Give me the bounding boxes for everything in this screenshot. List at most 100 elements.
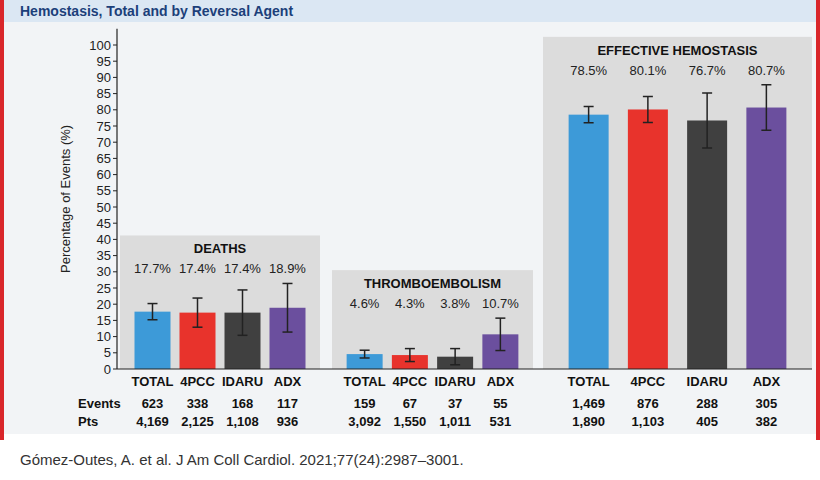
error-bar — [584, 107, 594, 123]
error-line — [500, 318, 502, 350]
category-label: TOTAL — [344, 374, 386, 389]
patients-value: 2,125 — [181, 414, 214, 429]
y-tick — [113, 271, 117, 272]
group-title: EFFECTIVE HEMOSTASIS — [597, 43, 757, 58]
y-tick — [113, 352, 117, 353]
y-tick — [113, 255, 117, 256]
data-label: 80.1% — [629, 63, 666, 78]
patients-value: 4,169 — [136, 414, 169, 429]
patients-value: 1,103 — [632, 414, 665, 429]
y-tick — [113, 93, 117, 94]
events-value: 67 — [403, 396, 417, 411]
patients-value: 1,890 — [572, 414, 605, 429]
events-value: 305 — [756, 396, 778, 411]
group-box — [120, 235, 320, 369]
error-cap — [360, 357, 370, 359]
y-axis — [116, 29, 117, 369]
bar — [135, 312, 171, 369]
data-label: 10.7% — [482, 296, 519, 311]
data-label: 78.5% — [570, 63, 607, 78]
category-label: TOTAL — [131, 374, 173, 389]
chart: Hemostasis, Total and by Reversal AgentD… — [0, 0, 820, 480]
data-label: 17.4% — [224, 261, 261, 276]
error-line — [152, 304, 154, 320]
y-tick — [113, 109, 117, 110]
x-axis — [117, 368, 812, 369]
y-tick-label: 90 — [97, 70, 111, 85]
row-label: Events — [78, 396, 121, 411]
error-cap — [495, 350, 505, 352]
y-tick-label: 50 — [97, 200, 111, 215]
error-bar — [148, 304, 158, 320]
events-value: 338 — [187, 396, 209, 411]
frame-right — [816, 0, 820, 440]
group-box — [332, 270, 533, 369]
y-tick — [113, 77, 117, 78]
category-label: 4PCC — [180, 374, 215, 389]
error-line — [647, 97, 649, 123]
error-cap — [238, 335, 248, 337]
category-label: IDARU — [435, 374, 476, 389]
error-line — [364, 350, 366, 358]
patients-value: 405 — [696, 414, 718, 429]
error-line — [197, 298, 199, 327]
error-bar — [283, 283, 293, 332]
category-label: ADX — [274, 374, 302, 389]
error-cap — [148, 303, 158, 305]
error-line — [409, 349, 411, 362]
category-label: IDARU — [687, 374, 728, 389]
patients-value: 382 — [756, 414, 778, 429]
data-label: 17.7% — [134, 261, 171, 276]
events-value: 37 — [448, 396, 462, 411]
y-axis-label: Percentage of Events (%) — [58, 125, 73, 273]
patients-value: 1,108 — [226, 414, 259, 429]
y-tick — [113, 369, 117, 370]
y-tick-label: 35 — [97, 248, 111, 263]
category-label: TOTAL — [568, 374, 610, 389]
patients-value: 531 — [490, 414, 512, 429]
error-cap — [643, 122, 653, 124]
error-cap — [193, 297, 203, 299]
title-band — [0, 0, 820, 22]
y-tick — [113, 223, 117, 224]
error-cap — [702, 147, 712, 149]
data-label: 76.7% — [689, 63, 726, 78]
title: Hemostasis, Total and by Reversal Agent — [20, 3, 293, 19]
row-label: Pts — [78, 414, 98, 429]
error-line — [706, 93, 708, 148]
y-tick — [113, 142, 117, 143]
error-cap — [584, 106, 594, 108]
y-tick — [113, 174, 117, 175]
events-value: 623 — [142, 396, 164, 411]
y-tick-label: 25 — [97, 281, 111, 296]
y-tick-label: 65 — [97, 151, 111, 166]
data-label: 18.9% — [269, 261, 306, 276]
background — [0, 0, 820, 480]
error-line — [454, 349, 456, 365]
data-label: 3.8% — [440, 296, 470, 311]
events-value: 876 — [637, 396, 659, 411]
frame-left — [0, 0, 4, 440]
error-cap — [495, 317, 505, 319]
error-bar — [761, 85, 771, 130]
y-tick — [113, 207, 117, 208]
events-value: 168 — [232, 396, 254, 411]
error-cap — [283, 283, 293, 285]
y-tick-label: 5 — [104, 345, 111, 360]
data-label: 4.6% — [350, 296, 380, 311]
events-value: 55 — [493, 396, 507, 411]
error-bar — [193, 298, 203, 327]
patients-value: 936 — [277, 414, 299, 429]
error-cap — [148, 319, 158, 321]
group-title: THROMBOEMBOLISM — [364, 276, 501, 291]
error-line — [588, 107, 590, 123]
plot-background — [4, 22, 816, 434]
error-cap — [283, 331, 293, 333]
error-bar — [405, 349, 415, 362]
events-value: 117 — [277, 396, 298, 411]
y-tick — [113, 239, 117, 240]
error-line — [766, 85, 768, 130]
y-tick-label: 70 — [97, 135, 111, 150]
data-label: 17.4% — [179, 261, 216, 276]
patients-value: 1,011 — [439, 414, 471, 429]
